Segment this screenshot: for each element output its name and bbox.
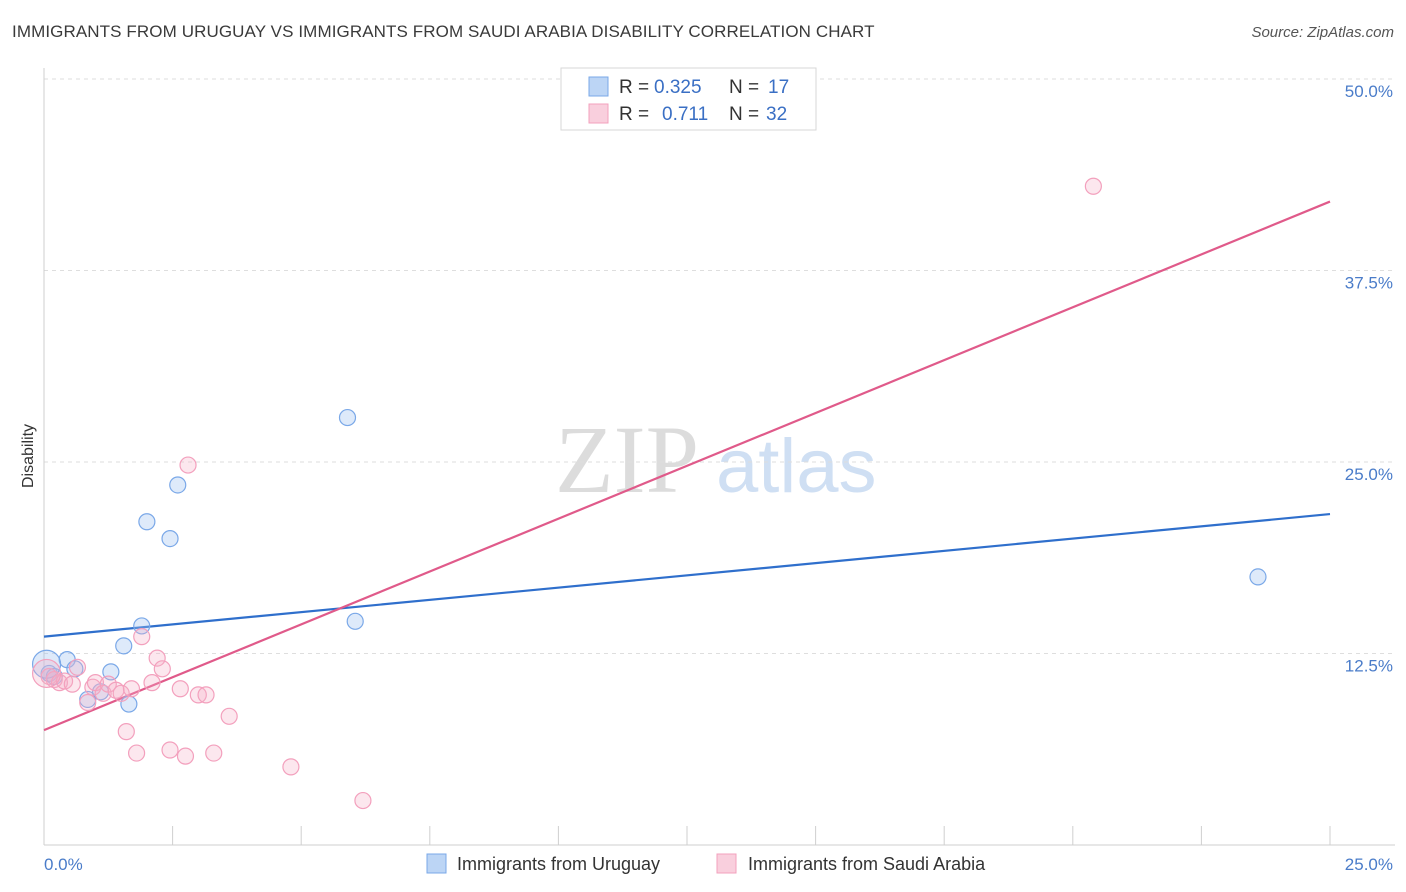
saudi-swatch: [588, 103, 609, 124]
trend-line-0: [43, 512, 1331, 638]
saudi-n-label: N =: [729, 104, 759, 125]
saudi-point-0: [40, 667, 58, 686]
uruguay-point-15: [1249, 568, 1267, 586]
saudi-point-22: [176, 747, 195, 765]
uruguay-point-11: [161, 529, 179, 548]
saudi-point-26: [205, 744, 223, 762]
saudi-point-21: [171, 680, 189, 698]
watermark: ZIP atlas: [555, 406, 877, 513]
watermark-atlas: atlas: [716, 424, 877, 509]
saudi-point-18: [148, 649, 166, 667]
y-tick-label-1: 25.0%: [1345, 465, 1393, 484]
saudi-point-29: [354, 791, 372, 810]
y-tick-label-2: 37.5%: [1345, 274, 1393, 293]
saudi-r-value: 0.711: [662, 104, 708, 125]
y-tick-label-3: 50.0%: [1345, 82, 1393, 101]
saudi-point-4: [63, 675, 81, 693]
trend-lines: [43, 200, 1331, 732]
legend-saudi-swatch: [716, 853, 737, 874]
y-tick-label-0: 12.5%: [1345, 657, 1393, 676]
saudi-point-23: [179, 456, 197, 474]
x-tick-min: 0.0%: [44, 855, 83, 874]
saudi-point-31: [31, 658, 62, 689]
uruguay-point-10: [138, 513, 156, 531]
saudi-point-5: [68, 658, 87, 676]
saudi-point-19: [153, 660, 171, 678]
saudi-point-9: [94, 684, 112, 702]
saudi-point-20: [161, 741, 179, 759]
saudi-point-14: [122, 680, 141, 698]
uruguay-point-13: [338, 408, 357, 427]
series-legend: Immigrants from Uruguay Immigrants from …: [426, 853, 986, 874]
saudi-point-16: [133, 628, 151, 646]
uruguay-r-value: 0.325: [654, 77, 702, 98]
legend-uruguay-swatch: [426, 853, 447, 874]
saudi-point-17: [143, 674, 161, 692]
legend-saudi-label: Immigrants from Saudi Arabia: [748, 854, 986, 874]
uruguay-n-value: 17: [768, 77, 789, 98]
uruguay-r-label: R =: [619, 77, 649, 98]
uruguay-point-12: [169, 476, 187, 494]
data-points: [31, 177, 1267, 810]
x-tick-max: 25.0%: [1345, 855, 1393, 874]
legend-uruguay-label: Immigrants from Uruguay: [457, 854, 660, 874]
source-label: Source: ZipAtlas.com: [1251, 24, 1394, 41]
y-axis-label: Disability: [20, 424, 37, 488]
uruguay-swatch: [588, 76, 609, 97]
saudi-point-15: [127, 744, 146, 762]
saudi-point-28: [282, 758, 300, 776]
uruguay-point-14: [346, 612, 364, 630]
uruguay-n-label: N =: [729, 77, 759, 98]
uruguay-point-7: [115, 637, 133, 655]
saudi-point-25: [197, 686, 215, 704]
saudi-r-label: R =: [619, 104, 649, 125]
saudi-point-13: [117, 723, 135, 741]
gridlines: [44, 78, 1395, 654]
axes: 12.5% 25.0% 37.5% 50.0%: [43, 68, 1395, 846]
chart-title: IMMIGRANTS FROM URUGUAY VS IMMIGRANTS FR…: [12, 22, 875, 41]
watermark-zip: ZIP: [555, 406, 699, 513]
saudi-n-value: 32: [766, 104, 787, 125]
trend-line-1: [43, 200, 1331, 732]
saudi-point-6: [79, 693, 97, 712]
saudi-point-27: [220, 707, 238, 725]
saudi-point-30: [1084, 177, 1102, 195]
stats-legend: R = 0.325 N = 17 R = 0.711 N = 32: [560, 67, 817, 131]
saudi-point-12: [112, 684, 130, 702]
